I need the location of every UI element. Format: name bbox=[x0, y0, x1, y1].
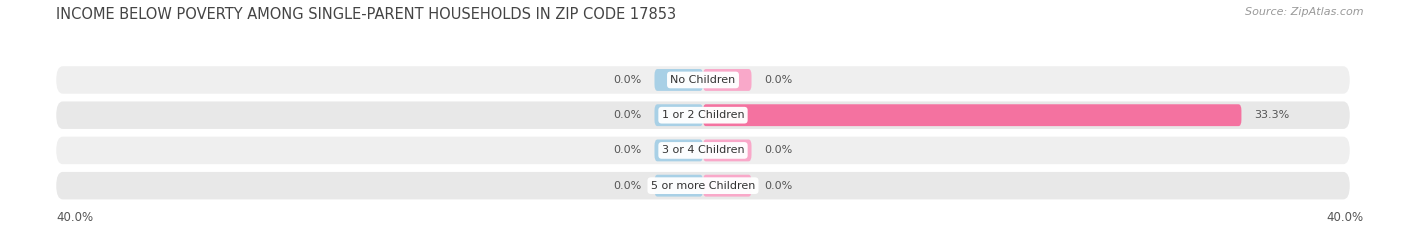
Text: 40.0%: 40.0% bbox=[1327, 211, 1364, 224]
Text: 5 or more Children: 5 or more Children bbox=[651, 181, 755, 191]
Text: INCOME BELOW POVERTY AMONG SINGLE-PARENT HOUSEHOLDS IN ZIP CODE 17853: INCOME BELOW POVERTY AMONG SINGLE-PARENT… bbox=[56, 7, 676, 22]
Text: 0.0%: 0.0% bbox=[765, 75, 793, 85]
Text: 0.0%: 0.0% bbox=[613, 181, 641, 191]
Text: 1 or 2 Children: 1 or 2 Children bbox=[662, 110, 744, 120]
FancyBboxPatch shape bbox=[56, 137, 1350, 164]
Text: 0.0%: 0.0% bbox=[613, 75, 641, 85]
FancyBboxPatch shape bbox=[703, 175, 752, 197]
Text: 33.3%: 33.3% bbox=[1254, 110, 1289, 120]
FancyBboxPatch shape bbox=[703, 69, 752, 91]
FancyBboxPatch shape bbox=[703, 104, 1241, 126]
FancyBboxPatch shape bbox=[56, 172, 1350, 199]
Text: 0.0%: 0.0% bbox=[765, 145, 793, 155]
Text: 40.0%: 40.0% bbox=[56, 211, 93, 224]
Text: No Children: No Children bbox=[671, 75, 735, 85]
FancyBboxPatch shape bbox=[56, 101, 1350, 129]
Text: 0.0%: 0.0% bbox=[613, 145, 641, 155]
FancyBboxPatch shape bbox=[56, 66, 1350, 94]
Text: 0.0%: 0.0% bbox=[765, 181, 793, 191]
FancyBboxPatch shape bbox=[703, 140, 752, 161]
Text: Source: ZipAtlas.com: Source: ZipAtlas.com bbox=[1246, 7, 1364, 17]
Text: 0.0%: 0.0% bbox=[613, 110, 641, 120]
FancyBboxPatch shape bbox=[655, 69, 703, 91]
Text: 3 or 4 Children: 3 or 4 Children bbox=[662, 145, 744, 155]
FancyBboxPatch shape bbox=[655, 175, 703, 197]
FancyBboxPatch shape bbox=[655, 104, 703, 126]
FancyBboxPatch shape bbox=[655, 140, 703, 161]
